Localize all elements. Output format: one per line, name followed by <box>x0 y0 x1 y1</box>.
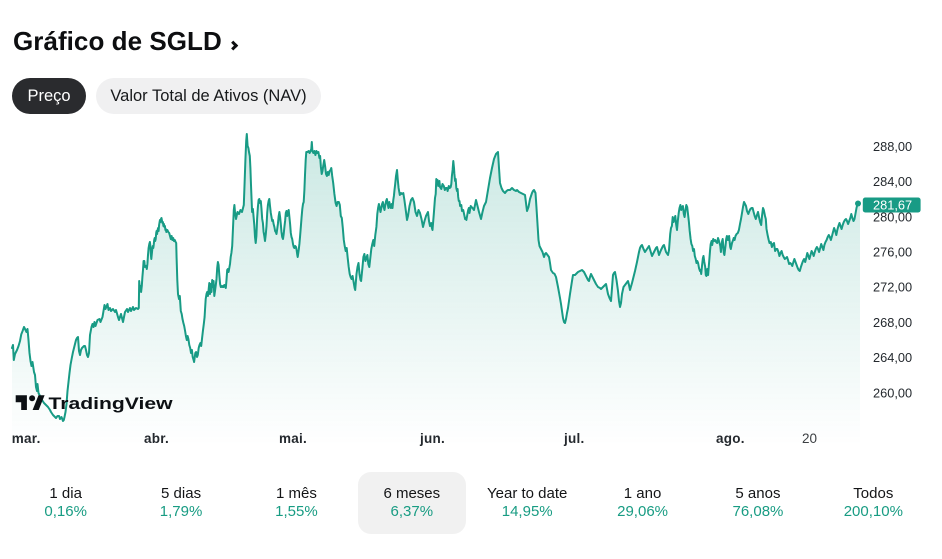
svg-text:mai.: mai. <box>279 431 307 446</box>
svg-text:TradingView: TradingView <box>49 394 174 413</box>
svg-text:268,00: 268,00 <box>873 315 912 330</box>
svg-text:20: 20 <box>802 431 817 446</box>
svg-text:mar.: mar. <box>12 431 41 446</box>
svg-text:281,67: 281,67 <box>873 197 912 212</box>
svg-text:jul.: jul. <box>563 431 585 446</box>
svg-text:280,00: 280,00 <box>873 209 912 224</box>
svg-text:jun.: jun. <box>419 431 445 446</box>
svg-text:272,00: 272,00 <box>873 280 912 295</box>
svg-text:288,00: 288,00 <box>873 139 912 154</box>
svg-text:276,00: 276,00 <box>873 245 912 260</box>
svg-text:284,00: 284,00 <box>873 174 912 189</box>
svg-text:260,00: 260,00 <box>873 385 912 400</box>
svg-text:abr.: abr. <box>144 431 169 446</box>
svg-text:ago.: ago. <box>716 431 745 446</box>
svg-text:264,00: 264,00 <box>873 350 912 365</box>
